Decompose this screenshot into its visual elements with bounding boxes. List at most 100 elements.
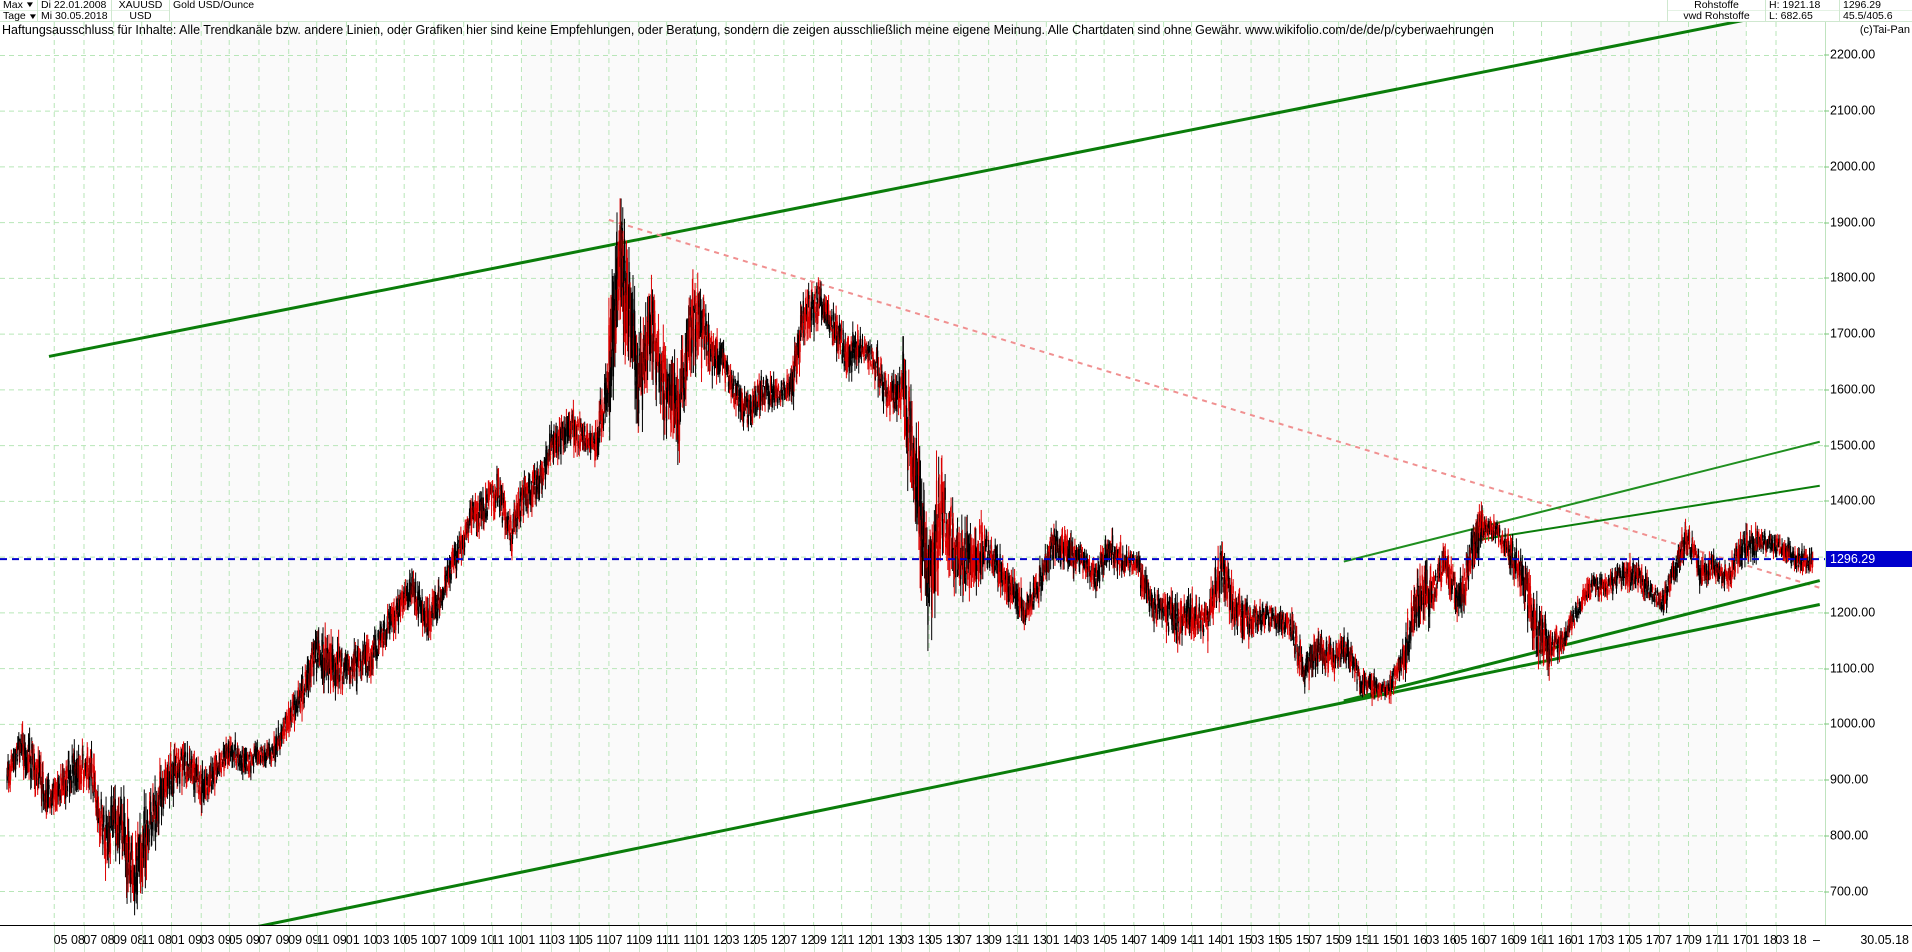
date-axis-separator [1308, 926, 1310, 952]
date-axis-tick-label: 01 17 [1570, 933, 1602, 947]
date-axis-separator [1076, 926, 1078, 952]
date-axis-tick-label: 09 16 [1512, 933, 1545, 947]
price-axis[interactable]: 2200.00 2100.00 2000.00 1900.00 1800.00 1700.… [1824, 22, 1912, 925]
date-axis-tick-label: 03 14 [1075, 933, 1107, 947]
chart-plot-area[interactable] [0, 22, 1825, 925]
header-group-block: Rohstoffe vwd Rohstoffe [1668, 0, 1766, 22]
range-mode-label: Max [3, 0, 23, 11]
date-axis-tick-label: 05 09 [228, 933, 260, 947]
instrument-group: Rohstoffe [1668, 0, 1765, 11]
date-axis-separator [54, 926, 56, 952]
date-axis-separator [1571, 926, 1573, 952]
date-axis-tick-label: 09 17 [1687, 933, 1720, 947]
instrument-name: Gold USD/Ounce [173, 0, 255, 11]
chevron-down-icon: ▼ [24, 0, 35, 9]
price-axis-tick-label: 1700.00 [1830, 326, 1876, 341]
date-axis-separator [1601, 926, 1603, 952]
price-axis-tick: 2000.00 [1824, 160, 1875, 173]
date-axis-tick-label: 05 11 [578, 933, 610, 947]
date-axis-separator [1279, 926, 1281, 952]
date-axis-separator [1776, 926, 1777, 952]
price-axis-tick-label: 800.00 [1830, 828, 1869, 843]
date-axis-dash: – [1813, 933, 1820, 947]
date-axis-tick-label: 09 14 [1162, 933, 1195, 947]
date-axis-separator [1396, 926, 1398, 952]
date-axis-tick-label: 07 17 [1658, 933, 1690, 947]
date-axis-tick-label: 09 13 [987, 933, 1020, 947]
price-axis-tick: 1200.00 [1824, 605, 1876, 620]
taipan-watermark: (c)Tai-Pan [1859, 24, 1910, 36]
date-axis[interactable]: – 30.05.18 05 08 07 08 09 08 11 08 01 09 03 0… [0, 925, 1912, 952]
date-axis-separator [258, 926, 260, 952]
data-source: vwd Rohstoffe [1683, 10, 1750, 22]
price-axis-tick-label: 1400.00 [1830, 493, 1876, 508]
header-last-price-block: 1296.29 45.5/405.6 [1840, 0, 1912, 22]
range-mode-dropdown[interactable]: Max ▼ [0, 0, 37, 11]
price-axis-tick: 1000.00 [1824, 716, 1876, 731]
date-axis-tick-label: 03 17 [1600, 933, 1632, 947]
period-high: H: 1921.18 [1766, 0, 1839, 11]
date-axis-separator [551, 926, 553, 952]
interval-dropdown[interactable]: Tage ▼ [0, 11, 38, 22]
date-axis-separator [958, 926, 960, 952]
date-axis-tick-label: 07 08 [83, 933, 115, 947]
date-axis-tick-label: 01 13 [870, 933, 903, 947]
price-axis-tick: 900.00 [1824, 773, 1868, 787]
date-axis-separator [1221, 926, 1223, 952]
price-axis-tick: 1900.00 [1824, 216, 1875, 229]
date-axis-separator [433, 926, 435, 952]
date-from[interactable]: Di 22.01.2008 [38, 0, 111, 11]
date-axis-tick-label: 07 13 [958, 933, 990, 947]
date-axis-separator [666, 926, 668, 952]
date-axis-separator [463, 926, 465, 952]
last-price: 1296.29 [1840, 0, 1912, 11]
date-axis-tick-label: 09 12 [812, 933, 845, 947]
date-axis-separator [696, 926, 698, 952]
date-axis-separator [113, 926, 115, 952]
tick-dash [1824, 835, 1829, 837]
date-axis-tick-label: 09 10 [463, 933, 495, 947]
tick-dash [1824, 445, 1829, 447]
ohlc-bars [6, 198, 1814, 916]
date-axis-tick-label: 01 11 [521, 933, 552, 947]
date-axis-tick-label: 11 17 [1716, 933, 1747, 947]
header-date-range[interactable]: Di 22.01.2008 Mi 30.05.2018 [38, 0, 112, 22]
date-axis-tick-label: 11 15 [1366, 933, 1397, 947]
date-axis-separator [288, 926, 290, 952]
header-range-selectors[interactable]: Max ▼ Tage ▼ [0, 0, 38, 22]
price-axis-tick-label: 1000.00 [1830, 716, 1876, 731]
date-axis-tick-label: 09 09 [288, 933, 320, 947]
date-axis-tick-label: 07 16 [1483, 933, 1515, 947]
tick-dash [1824, 612, 1829, 614]
date-axis-tick-label: 01 15 [1220, 933, 1252, 947]
date-axis-separator [1338, 926, 1340, 952]
price-axis-tick-label: 2100.00 [1830, 103, 1876, 118]
last-price-tag[interactable]: 1296.29 [1826, 551, 1912, 568]
price-axis-tick-label: 1200.00 [1830, 605, 1876, 620]
price-axis-tick: 700.00 [1824, 885, 1868, 898]
date-axis-separator [608, 926, 610, 952]
date-axis-tick-label: 05 16 [1453, 933, 1485, 947]
date-axis-tick-label: 01 12 [695, 933, 728, 947]
date-axis-tick-label: 05 08 [53, 933, 85, 947]
date-axis-tick-label: 05 17 [1628, 933, 1660, 947]
trendline-major-channel-lower [257, 603, 1821, 925]
date-axis-end-label: 30.05.18 [1860, 933, 1909, 947]
chart-header-bar: Max ▼ Tage ▼ Di 22.01.2008 Mi 30.05.2018 X… [0, 0, 1912, 22]
symbol-ticker[interactable]: XAUUSD [112, 0, 169, 11]
header-symbol-block[interactable]: XAUUSD USD [112, 0, 170, 22]
date-axis-tick-label: 11 11 [666, 933, 697, 947]
tick-dash [1824, 277, 1829, 279]
date-axis-separator [1016, 926, 1018, 952]
date-axis-tick-label: 01 16 [1395, 933, 1427, 947]
date-axis-tick-label: 01 09 [170, 933, 203, 947]
date-axis-separator [404, 926, 406, 952]
date-axis-separator [1366, 926, 1368, 952]
date-to[interactable]: Mi 30.05.2018 [41, 10, 108, 22]
tick-dash [1824, 891, 1829, 893]
date-axis-separator [1104, 926, 1106, 952]
trendline-rising-resistance-2016 [1343, 440, 1820, 563]
date-axis-separator [491, 926, 493, 952]
date-axis-separator [1541, 926, 1543, 952]
date-axis-separator [813, 926, 815, 952]
